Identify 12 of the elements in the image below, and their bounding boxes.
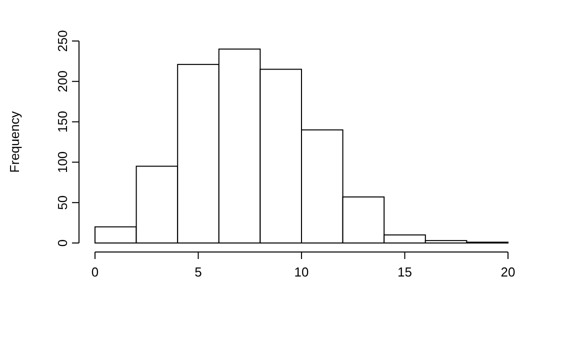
y-tick-label: 150	[55, 110, 70, 133]
y-tick-label: 200	[55, 70, 70, 92]
y-tick-label: 250	[55, 30, 70, 52]
y-tick-label: 50	[55, 195, 70, 210]
x-tick-label: 15	[398, 264, 412, 280]
x-tick-label: 5	[194, 264, 202, 280]
y-tick-label: 100	[55, 151, 70, 174]
x-tick-label: 0	[91, 264, 99, 280]
x-tick-label: 10	[294, 264, 309, 280]
y-axis-title: Frequency	[7, 110, 22, 173]
x-tick-label: 20	[500, 264, 516, 280]
y-tick-label: 0	[55, 239, 70, 247]
